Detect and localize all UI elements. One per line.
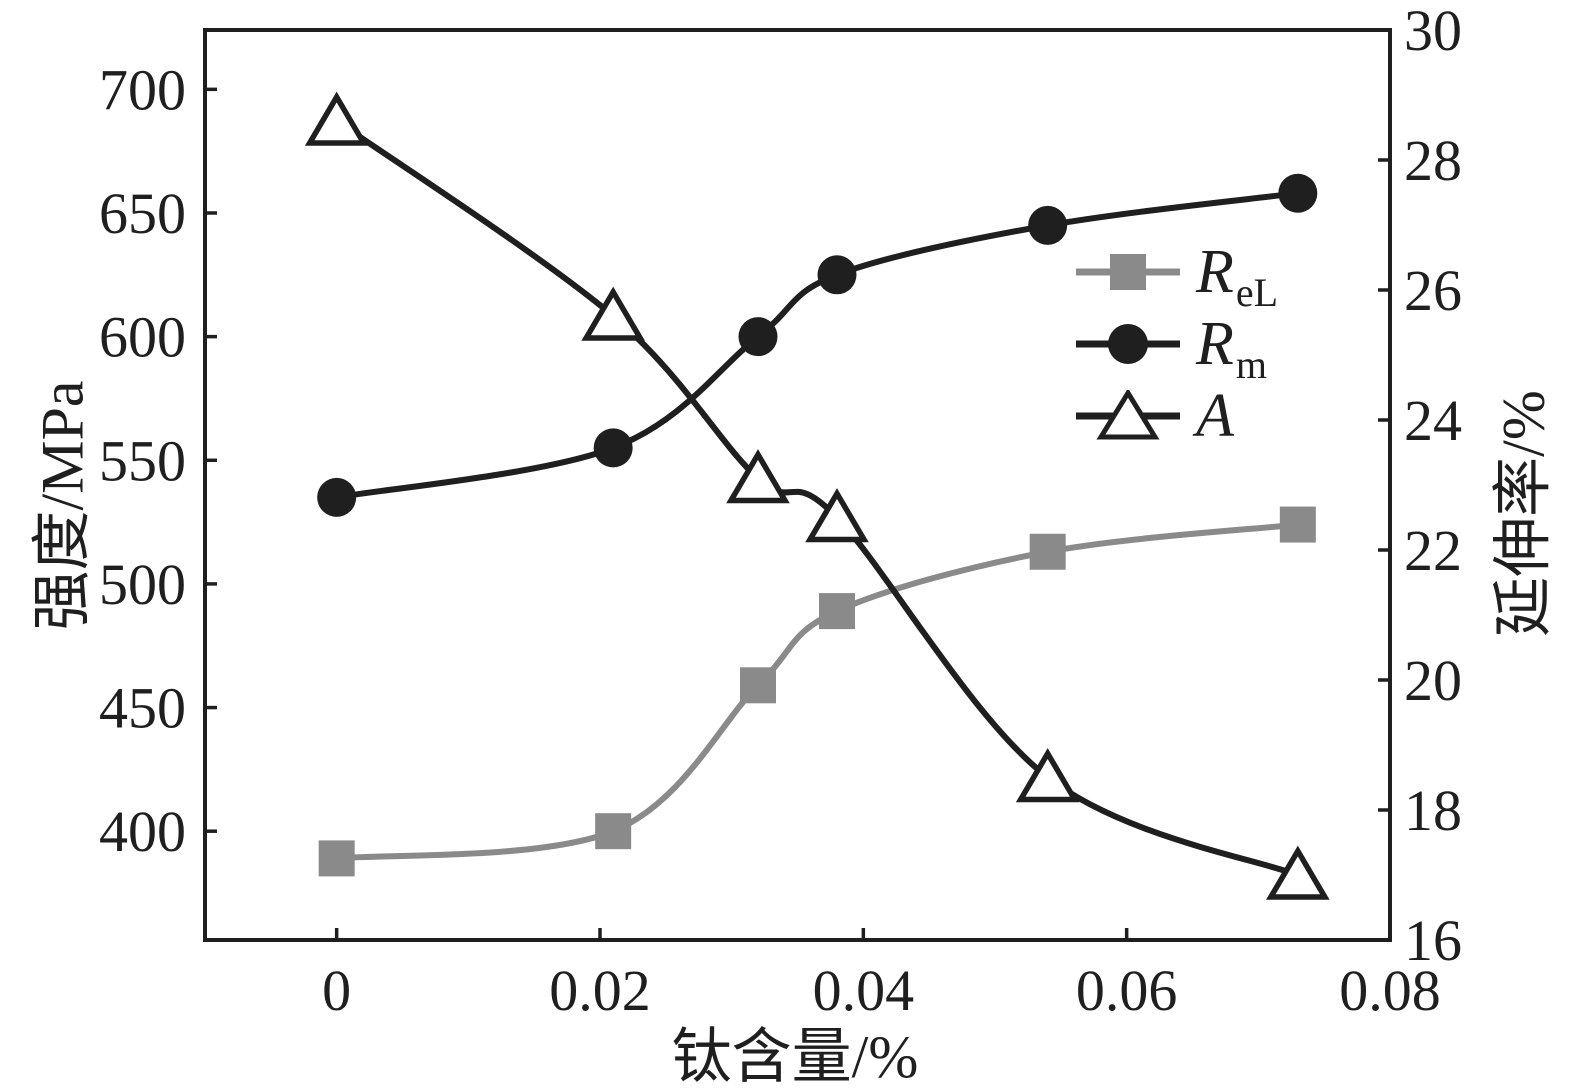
- left-tick-label: 400: [99, 799, 186, 864]
- data-point-ReL: [1029, 533, 1066, 570]
- legend: ReL Rm A: [1076, 241, 1336, 447]
- left-tick-label: 600: [99, 305, 186, 370]
- right-tick-label: 18: [1404, 778, 1462, 843]
- data-point-Rm: [1028, 205, 1068, 245]
- data-point-A: [581, 286, 645, 341]
- data-point-A: [726, 449, 790, 504]
- left-tick-label: 700: [99, 57, 186, 122]
- legend-label-rm: Rm: [1196, 310, 1267, 387]
- right-tick-label: 26: [1404, 258, 1462, 323]
- data-point-Rm: [317, 477, 357, 517]
- series-line-ReL: [333, 521, 1301, 862]
- series-line-A: [333, 118, 1301, 878]
- plot-border: [203, 28, 1392, 942]
- data-point-Rm: [1278, 173, 1318, 213]
- data-point-ReL: [819, 593, 855, 630]
- left-tick-label: 450: [99, 676, 186, 741]
- right-tick-label: 20: [1404, 648, 1462, 713]
- x-tick-label: 0: [322, 958, 351, 1023]
- left-tick-label: 550: [99, 428, 186, 493]
- left-tick-label: 650: [99, 181, 186, 246]
- triangle-marker-icon: [1076, 390, 1180, 440]
- data-point-A: [304, 91, 369, 146]
- data-point-ReL: [318, 840, 355, 877]
- data-point-A: [1015, 748, 1080, 803]
- x-tick-label: 0.06: [1076, 958, 1178, 1023]
- right-tick-label: 28: [1404, 128, 1462, 193]
- circle-marker-icon: [1076, 324, 1180, 364]
- legend-label-a: A: [1196, 382, 1234, 450]
- left-tick-label: 500: [99, 552, 186, 617]
- legend-item-rm: Rm: [1076, 313, 1336, 385]
- data-point-ReL: [595, 813, 632, 850]
- data-point-ReL: [1279, 506, 1316, 543]
- data-point-ReL: [740, 667, 776, 704]
- x-axis-title: 钛含量/%: [671, 1024, 919, 1090]
- x-tick-label: 0.08: [1339, 958, 1441, 1023]
- right-tick-label: 16: [1404, 908, 1462, 973]
- x-tick-label: 0.04: [813, 958, 915, 1023]
- right-axis-title: 延伸率/%: [1490, 390, 1557, 637]
- left-axis-title: 强度/MPa: [29, 380, 96, 631]
- x-tick-label: 0.02: [549, 958, 651, 1023]
- legend-item-rel: ReL: [1076, 241, 1336, 313]
- right-tick-label: 24: [1404, 388, 1462, 453]
- legend-label-rel: ReL: [1196, 238, 1279, 315]
- data-point-Rm: [817, 255, 857, 295]
- legend-item-a: A: [1076, 385, 1336, 447]
- data-point-A: [1266, 845, 1330, 900]
- right-tick-label: 30: [1404, 0, 1462, 63]
- right-tick-label: 22: [1404, 518, 1462, 583]
- data-point-Rm: [738, 317, 778, 357]
- square-marker-icon: [1076, 254, 1180, 290]
- series-line-Rm: [333, 190, 1301, 501]
- data-point-A: [805, 488, 869, 543]
- data-point-Rm: [593, 428, 633, 468]
